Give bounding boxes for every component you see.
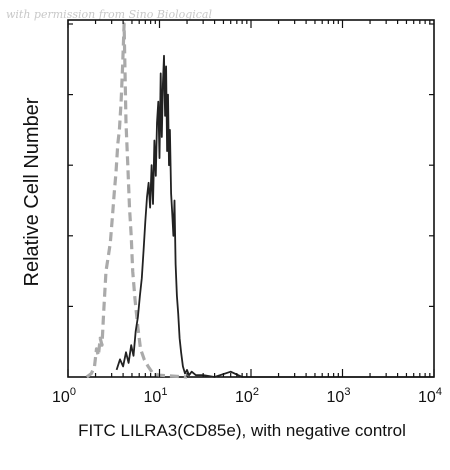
x-axis-tick-labels: 100 101 102 103 104: [52, 386, 442, 406]
y-axis-ticks: [68, 23, 434, 307]
x-axis-label: FITC LILRA3(CD85e), with negative contro…: [78, 421, 406, 440]
series-layer: [85, 22, 434, 379]
sample-line: [115, 54, 434, 378]
x-tick-label: 103: [327, 386, 351, 406]
watermark-text: with permission from Sino Biological: [6, 8, 213, 21]
x-tick-label: 102: [235, 386, 259, 406]
x-tick-label: 100: [52, 386, 76, 406]
negative-control-line: [85, 22, 188, 379]
x-tick-label: 104: [418, 386, 442, 406]
y-axis-label: Relative Cell Number: [21, 97, 43, 286]
x-tick-label: 101: [144, 386, 168, 406]
